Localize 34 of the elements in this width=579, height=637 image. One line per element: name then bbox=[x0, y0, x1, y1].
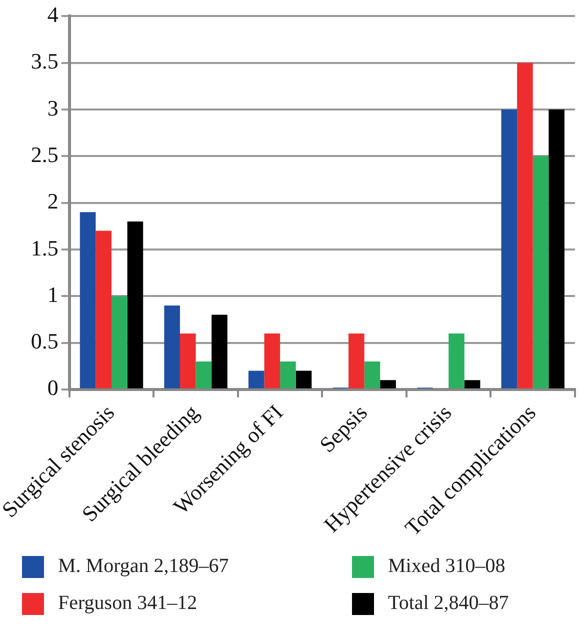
bar bbox=[501, 110, 518, 388]
legend-label: Mixed 310–08 bbox=[388, 555, 506, 578]
bar bbox=[196, 361, 212, 388]
bar bbox=[96, 230, 112, 388]
bar bbox=[264, 333, 280, 388]
bar bbox=[380, 380, 396, 388]
bar bbox=[80, 212, 96, 388]
legend-label: M. Morgan 2,189–67 bbox=[58, 555, 229, 578]
legend-label: Ferguson 341–12 bbox=[58, 592, 198, 615]
y-tick-label: 2.5 bbox=[30, 142, 58, 167]
bar bbox=[517, 62, 533, 388]
y-tick-label: 2 bbox=[47, 188, 58, 214]
y-tick-label: 0 bbox=[47, 375, 58, 400]
bar bbox=[164, 305, 180, 388]
bar bbox=[348, 333, 364, 388]
bar bbox=[548, 110, 564, 388]
bar bbox=[448, 333, 464, 388]
bar bbox=[248, 370, 264, 388]
y-tick-label: 3 bbox=[47, 95, 58, 120]
y-tick-label: 4 bbox=[47, 2, 58, 27]
bar bbox=[112, 296, 128, 388]
y-tick-label: 1.5 bbox=[30, 235, 58, 260]
legend-label: Total 2,840–87 bbox=[388, 592, 509, 615]
bar bbox=[280, 361, 296, 388]
bar bbox=[127, 221, 144, 388]
bar bbox=[212, 314, 228, 388]
bar bbox=[296, 370, 312, 388]
bar bbox=[532, 156, 549, 388]
bar bbox=[464, 380, 480, 388]
y-tick-label: 3.5 bbox=[30, 48, 58, 74]
y-tick-label: 0.5 bbox=[30, 328, 58, 354]
y-tick-label: 1 bbox=[47, 282, 58, 307]
bar bbox=[180, 333, 196, 388]
bar bbox=[364, 361, 380, 388]
